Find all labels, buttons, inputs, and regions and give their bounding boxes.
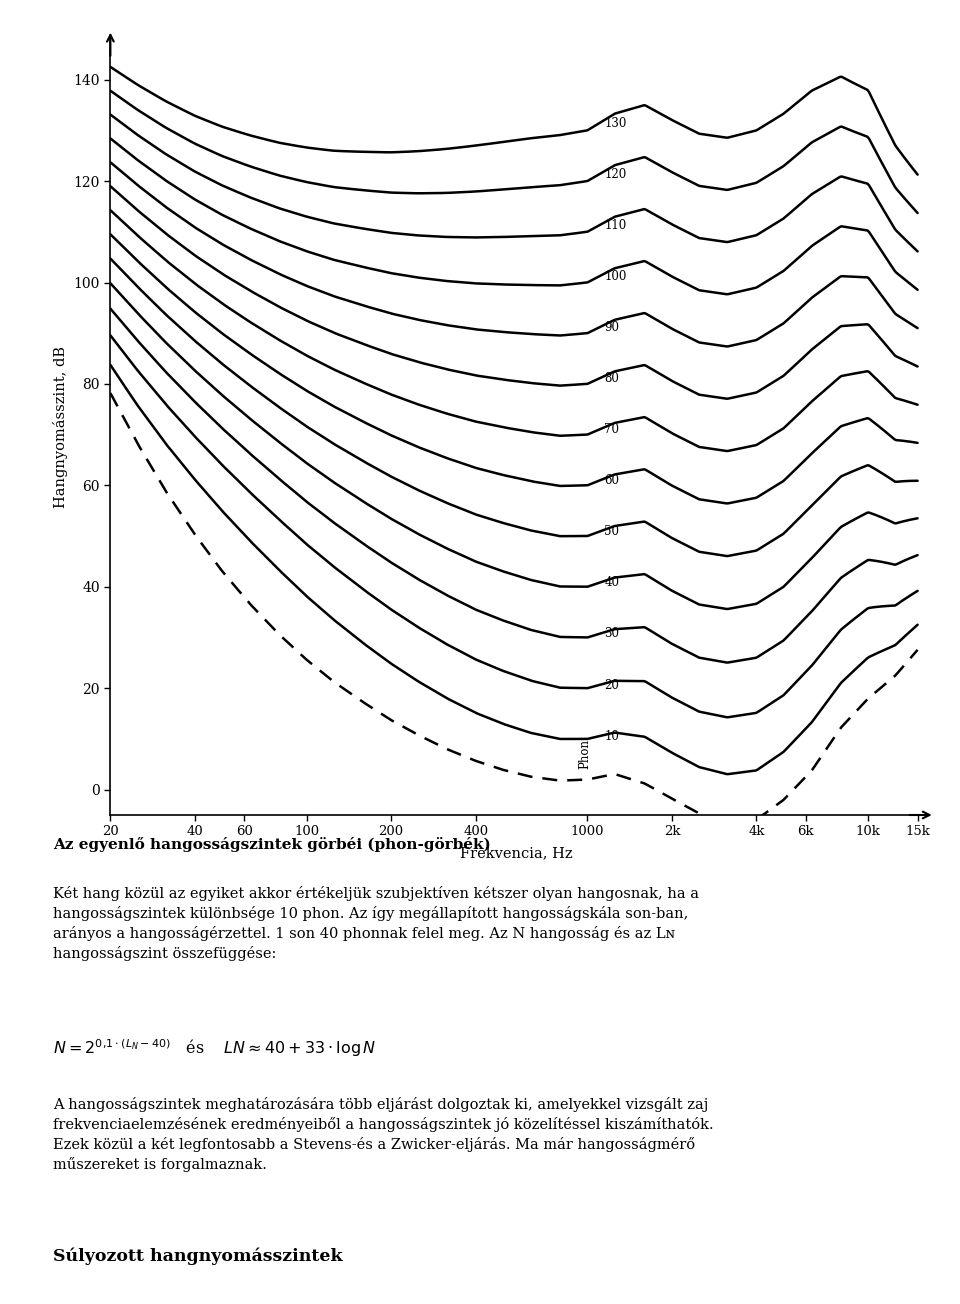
Text: Phon: Phon (579, 739, 591, 769)
Text: 40: 40 (605, 576, 619, 589)
Text: $N = 2^{0{,}1 \cdot (L_N - 40)}$   és    $LN \approx 40 + 33 \cdot \log N$: $N = 2^{0{,}1 \cdot (L_N - 40)}$ és $LN … (53, 1037, 376, 1059)
Text: 70: 70 (605, 422, 619, 436)
Text: Az egyenlő hangosságszintek görbéi (phon-görbék): Az egyenlő hangosságszintek görbéi (phon… (53, 837, 491, 853)
Text: 60: 60 (605, 475, 619, 488)
Y-axis label: Hangnyomásszint, dB: Hangnyomásszint, dB (53, 346, 68, 509)
Text: 130: 130 (605, 117, 627, 130)
Text: 50: 50 (605, 526, 619, 539)
Text: Súlyozott hangnyomásszintek: Súlyozott hangnyomásszintek (53, 1248, 343, 1265)
Text: A hangosságszintek meghatározására több eljárást dolgoztak ki, amelyekkel vizsgá: A hangosságszintek meghatározására több … (53, 1098, 713, 1172)
Text: 30: 30 (605, 627, 619, 640)
Text: 90: 90 (605, 321, 619, 334)
Text: Két hang közül az egyiket akkor értékeljük szubjektíven kétszer olyan hangosnak,: Két hang közül az egyiket akkor értékelj… (53, 887, 699, 961)
X-axis label: Frekvencia, Hz: Frekvencia, Hz (460, 846, 572, 861)
Text: 100: 100 (605, 270, 627, 283)
Text: 80: 80 (605, 372, 619, 385)
Text: 120: 120 (605, 168, 627, 181)
Text: 110: 110 (605, 219, 627, 232)
Text: 10: 10 (605, 730, 619, 743)
Text: 20: 20 (605, 678, 619, 691)
